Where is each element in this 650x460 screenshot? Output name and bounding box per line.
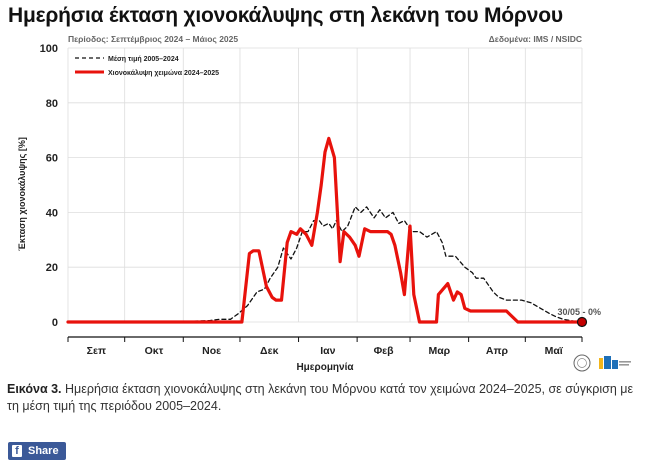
caption-label: Εικόνα 3. xyxy=(7,382,62,396)
page-title: Ημερήσια έκταση χιονοκάλυψης στη λεκάνη … xyxy=(8,4,563,27)
end-marker xyxy=(576,316,588,328)
y-axis-label: Έκταση χιονοκάλυψης [%] xyxy=(17,137,27,251)
x-tick-label: Απρ xyxy=(486,345,509,357)
x-tick-label: Μαρ xyxy=(428,345,450,357)
x-tick-label: Σεπ xyxy=(87,345,106,357)
y-tick-label: 20 xyxy=(46,262,58,274)
x-tick-label: Νοε xyxy=(202,345,221,357)
legend: Μέση τιμή 2005–2024 Χιονοκάλυψη χειμώνα … xyxy=(75,56,219,77)
facebook-icon: f xyxy=(12,445,22,457)
x-axis-label: Ημερομηνία xyxy=(296,362,354,373)
caption-text: Ημερήσια έκταση χιονοκάλυψης στη λεκάνη … xyxy=(7,382,634,413)
y-tick-label: 80 xyxy=(46,98,58,110)
y-tick-label: 100 xyxy=(40,43,58,55)
y-axis-ticks: 0 20 40 60 80 100 xyxy=(40,43,58,329)
chart-subtitle-left: Περίοδος: Σεπτέμβριος 2024 – Μάιος 2025 xyxy=(68,34,238,44)
snow-cover-chart: Περίοδος: Σεπτέμβριος 2024 – Μάιος 2025 … xyxy=(17,34,601,373)
x-tick-label: Δεκ xyxy=(260,345,279,357)
end-marker-label: 30/05 - 0% xyxy=(557,307,601,317)
y-tick-label: 0 xyxy=(52,317,58,329)
university-seal-logo xyxy=(573,354,591,372)
end-marker-group xyxy=(576,316,588,328)
y-tick-label: 40 xyxy=(46,207,58,219)
chart-subtitle-right: Δεδομένα: IMS / NSIDC xyxy=(489,34,582,44)
y-tick-label: 60 xyxy=(46,153,58,165)
meteo-logo xyxy=(599,356,631,369)
x-tick-label: Μαϊ xyxy=(545,345,564,357)
legend-label-current: Χιονοκάλυψη χειμώνα 2024–2025 xyxy=(108,69,219,77)
share-button-label: Share xyxy=(28,445,59,457)
series-lines xyxy=(66,136,584,324)
x-tick-label: Οκτ xyxy=(145,345,164,357)
figure-caption: Εικόνα 3. Ημερήσια έκταση χιονοκάλυψης σ… xyxy=(7,381,647,415)
grid-lines xyxy=(67,47,583,323)
x-tick-label: Φεβ xyxy=(374,345,395,357)
x-axis-ticks: Σεπ Οκτ Νοε Δεκ Ιαν Φεβ Μαρ Απρ Μαϊ xyxy=(67,337,583,357)
legend-label-mean: Μέση τιμή 2005–2024 xyxy=(108,56,179,63)
logo-group xyxy=(573,352,643,381)
series-line-current xyxy=(66,136,584,324)
x-tick-label: Ιαν xyxy=(320,345,335,357)
series-line-mean xyxy=(67,206,579,323)
share-button[interactable]: f Share xyxy=(8,442,66,460)
